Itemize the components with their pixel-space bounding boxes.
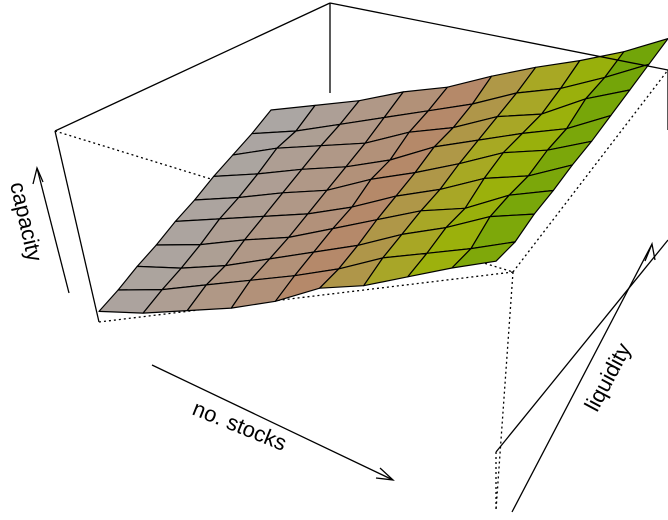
z-axis-label: capacity [5,180,48,264]
box-edge-right-bottom [495,239,668,453]
box-edge-back-top [54,2,331,132]
surface-facet [451,241,516,269]
y-axis-label: liquidity [579,339,636,416]
z-axis-arrow [32,165,70,294]
box-edge-back-right-top [329,2,668,71]
axis-arrows [32,165,656,513]
x-axis-label: no. stocks [189,395,290,455]
x-axis-arrow [151,364,395,481]
box-edge-left-vertical [54,130,100,323]
hidden-edge-bottom-right [495,271,514,511]
surface-mesh [98,37,668,314]
box-visible-edges [54,2,668,453]
y-axis-arrow [511,241,656,513]
